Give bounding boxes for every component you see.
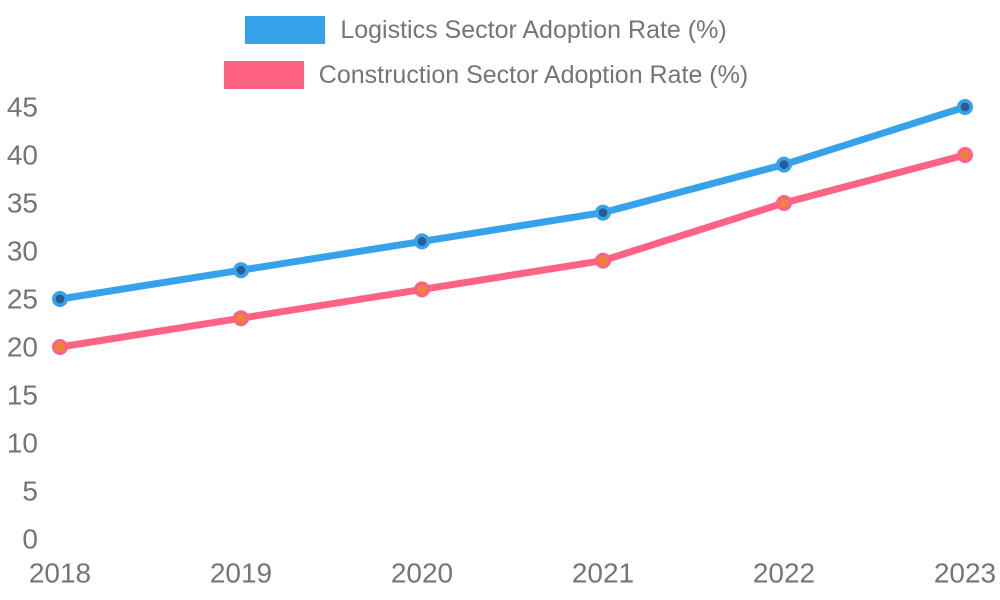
y-tick-label: 45 xyxy=(7,92,38,123)
y-tick-label: 30 xyxy=(7,236,38,267)
y-tick-label: 15 xyxy=(7,380,38,411)
x-tick-label: 2021 xyxy=(572,558,634,589)
y-tick-label: 10 xyxy=(7,428,38,459)
data-point-0-2021[interactable] xyxy=(594,204,611,221)
legend-item-construction[interactable]: Construction Sector Adoption Rate (%) xyxy=(223,61,749,89)
data-point-0-2023[interactable] xyxy=(956,99,973,116)
legend-swatch-logistics xyxy=(245,16,326,44)
legend-label-construction: Construction Sector Adoption Rate (%) xyxy=(318,61,749,89)
x-tick-label: 2020 xyxy=(391,558,453,589)
data-point-0-2018[interactable] xyxy=(51,290,68,307)
data-point-0-2020[interactable] xyxy=(413,233,430,250)
data-point-0-2019[interactable] xyxy=(233,262,250,279)
y-tick-label: 40 xyxy=(7,140,38,171)
data-point-0-2022[interactable] xyxy=(775,156,792,173)
data-point-1-2022[interactable] xyxy=(775,195,792,212)
data-point-1-2019[interactable] xyxy=(233,310,250,327)
y-tick-label: 5 xyxy=(22,476,38,507)
data-point-1-2021[interactable] xyxy=(594,252,611,269)
data-point-1-2023[interactable] xyxy=(956,147,973,164)
chart-legend: Logistics Sector Adoption Rate (%) Const… xyxy=(0,16,986,89)
y-tick-label: 0 xyxy=(22,524,38,555)
x-tick-label: 2023 xyxy=(934,558,996,589)
x-tick-label: 2018 xyxy=(29,558,91,589)
x-tick-label: 2019 xyxy=(210,558,272,589)
y-tick-label: 25 xyxy=(7,284,38,315)
legend-label-logistics: Logistics Sector Adoption Rate (%) xyxy=(340,16,727,44)
y-tick-label: 35 xyxy=(7,188,38,219)
legend-item-logistics[interactable]: Logistics Sector Adoption Rate (%) xyxy=(245,16,727,44)
series-line-1 xyxy=(56,151,969,351)
data-point-1-2020[interactable] xyxy=(413,281,430,298)
x-tick-label: 2022 xyxy=(753,558,815,589)
legend-swatch-construction xyxy=(223,61,304,89)
y-tick-label: 20 xyxy=(7,332,38,363)
data-point-1-2018[interactable] xyxy=(51,338,68,355)
series-line-0 xyxy=(56,103,969,303)
